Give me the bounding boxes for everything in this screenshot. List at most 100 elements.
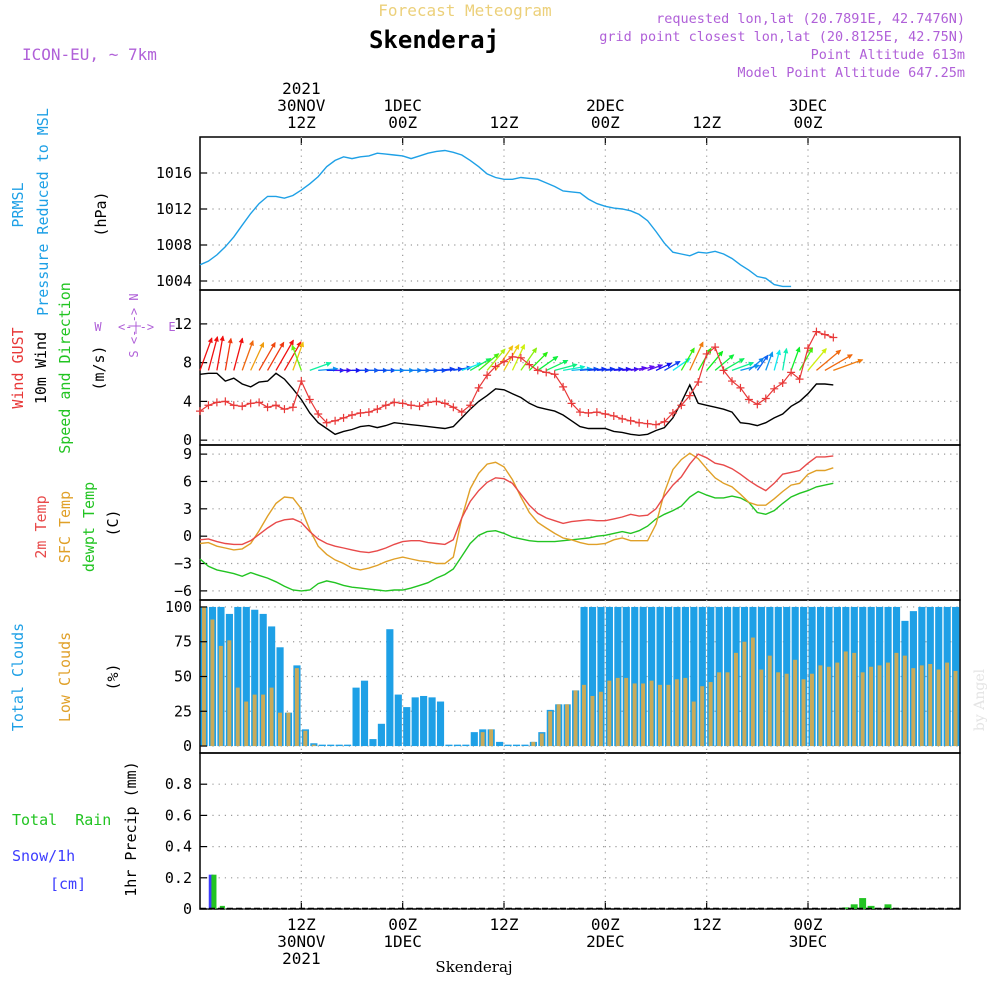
wind-arrow-head — [288, 339, 294, 346]
y-tick-label: −6 — [174, 582, 192, 600]
total-cloud-bar — [268, 626, 276, 747]
wind-arrow — [807, 348, 827, 371]
gust-marker — [652, 420, 660, 429]
low-cloud-bar — [632, 683, 637, 747]
gust-marker — [305, 395, 314, 404]
compass-horizontal-arrows: <-|-> — [118, 320, 154, 334]
low-cloud-bar — [565, 704, 570, 747]
low-cloud-bar — [210, 619, 215, 747]
total-cloud-bar — [648, 606, 656, 747]
wind-arrow-head — [325, 361, 332, 367]
wind-arrow-head — [542, 351, 548, 358]
wind-arrow — [283, 341, 302, 371]
total-cloud-bar — [436, 701, 445, 747]
gust-marker — [339, 413, 348, 422]
wind-arrow-head — [299, 341, 305, 348]
gust-marker — [449, 403, 458, 412]
wind-arrow-head — [249, 340, 254, 346]
x-tick-label: 30NOV — [277, 96, 326, 115]
x-tick-label: 00Z — [794, 113, 823, 132]
precip-bars — [200, 874, 960, 910]
total-cloud-bar — [234, 606, 242, 747]
wind-arrow-head — [783, 347, 789, 354]
x-tick-label: 12Z — [287, 915, 316, 934]
low-cloud-bar — [953, 670, 958, 747]
wind-arrow-head — [768, 351, 774, 358]
pressure-label-2: Pressure Reduced to MSL — [34, 108, 52, 316]
pressure-frame — [199, 136, 961, 291]
gust-marker — [263, 403, 272, 412]
low-cloud-bar — [582, 684, 586, 747]
y-tick-label: 1004 — [156, 272, 192, 290]
wind-arrow — [520, 347, 538, 371]
low-cloud-bar — [244, 701, 249, 747]
pressure-unit: (hPa) — [92, 191, 110, 236]
low-cloud-bar — [826, 666, 831, 747]
wind-arrow — [833, 359, 863, 372]
wind-arrow-head — [270, 341, 276, 348]
wind-arrow — [689, 341, 704, 371]
x-tick-label: 12Z — [490, 915, 519, 934]
total-cloud-bar — [512, 744, 521, 747]
x-tick-label: 2021 — [282, 79, 321, 98]
gust-marker — [424, 398, 432, 407]
rain-bar — [211, 874, 217, 909]
y-tick-label: 25 — [174, 702, 192, 720]
low-cloud-bar — [725, 672, 730, 747]
gust-marker — [457, 408, 466, 417]
gust-marker — [381, 401, 390, 410]
wind-arrow-head — [689, 347, 695, 354]
model-name: ICON-EU, ~ 7km — [22, 45, 157, 64]
low-cloud-bar — [311, 744, 316, 747]
gust-marker — [238, 402, 247, 411]
total-clouds-label: Total Clouds — [9, 623, 27, 731]
low-cloud-bar — [573, 690, 578, 747]
wind-arrow-head — [493, 353, 500, 359]
wind-arrow-head — [666, 362, 673, 368]
compass-vertical-arrows: <-|-> — [127, 308, 141, 344]
low-cloud-bar — [767, 655, 772, 747]
gust-marker — [576, 408, 584, 417]
wind-arrow — [216, 336, 224, 371]
gust-marker — [398, 399, 407, 408]
total-cloud-bar — [521, 744, 529, 747]
x-tick-label: 2DEC — [586, 932, 625, 951]
low-cloud-bar — [252, 694, 257, 747]
low-cloud-bar — [269, 687, 274, 747]
y-tick-label: 75 — [174, 633, 192, 651]
cloud-unit: (%) — [104, 663, 122, 690]
total-cloud-bar — [428, 697, 436, 747]
x-tick-label: 3DEC — [789, 96, 828, 115]
total-cloud-bar — [462, 744, 470, 747]
wind-grid — [200, 290, 960, 445]
rain-bar — [850, 904, 858, 909]
total-cloud-bar — [588, 606, 597, 747]
total-cloud-bar — [251, 609, 259, 747]
t2m-label: 2m Temp — [32, 495, 50, 558]
low-cloud-bar — [261, 694, 266, 747]
precip-y-ticks: 0 0.2 0.4 0.6 0.8 — [165, 775, 207, 918]
gust-marker — [466, 401, 475, 410]
rain-bar — [842, 907, 850, 909]
gust-marker — [677, 401, 686, 410]
total-cloud-bar — [445, 744, 453, 747]
gust-marker — [407, 401, 416, 410]
wind-arrow — [486, 348, 506, 371]
cloud-panel: 0 25 50 75 100 Total Clouds Low Clouds (%) b… — [9, 598, 988, 755]
gust-marker — [516, 353, 525, 362]
x-tick-label: 00Z — [388, 113, 417, 132]
y-tick-label: 0.8 — [165, 775, 192, 793]
wind-unit: (m/s) — [90, 345, 108, 390]
gust-marker — [584, 409, 593, 418]
y-tick-label: 12 — [174, 315, 192, 333]
gust-marker — [491, 362, 500, 371]
gust-marker — [770, 384, 779, 393]
pressure-grid — [200, 137, 960, 290]
gust-marker — [221, 397, 230, 406]
total-cloud-bar — [673, 606, 681, 747]
wind-arrow-head — [520, 343, 525, 350]
total-cloud-bar — [276, 647, 284, 747]
low-cloud-bar — [691, 701, 696, 747]
